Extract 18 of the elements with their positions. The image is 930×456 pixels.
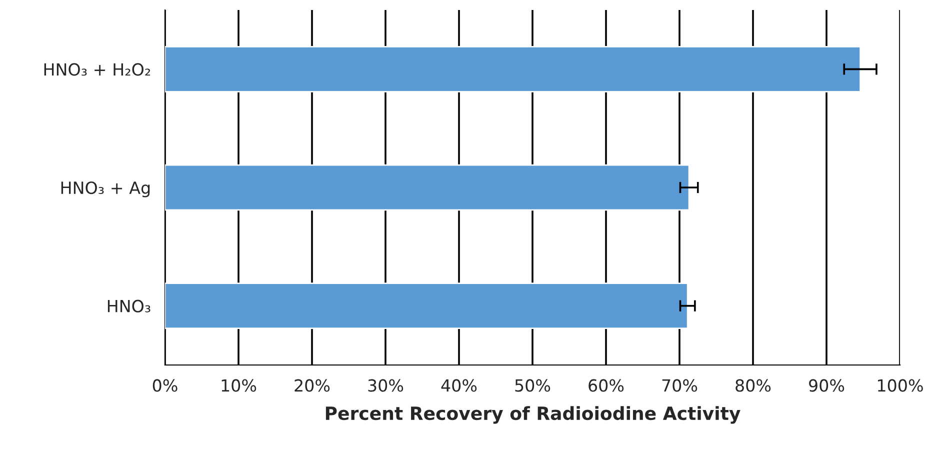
- x-tick-label: 100%: [878, 379, 923, 392]
- x-tick-label: 70%: [662, 379, 698, 392]
- bar: [165, 282, 688, 330]
- x-tick-label: 60%: [588, 379, 624, 392]
- x-tick-label: 10%: [222, 379, 256, 392]
- x-tick-label: 0%: [152, 379, 178, 392]
- y-tick-label: HNO₃ + H₂O₂: [44, 63, 150, 76]
- y-tick-label: HNO₃: [108, 300, 150, 312]
- x-tick-label: 20%: [294, 379, 330, 392]
- x-tick-label: 80%: [736, 379, 771, 392]
- x-tick-label: 90%: [809, 379, 844, 392]
- x-tick-label: 50%: [515, 379, 550, 392]
- x-axis-title: Percent Recovery of Radioiodine Activity: [326, 406, 740, 424]
- y-tick-label: HNO₃ + Ag: [61, 181, 150, 198]
- x-tick-label: 40%: [441, 379, 477, 392]
- x-tick-label: 30%: [368, 379, 404, 392]
- bar: [165, 46, 862, 92]
- bar: [165, 164, 690, 211]
